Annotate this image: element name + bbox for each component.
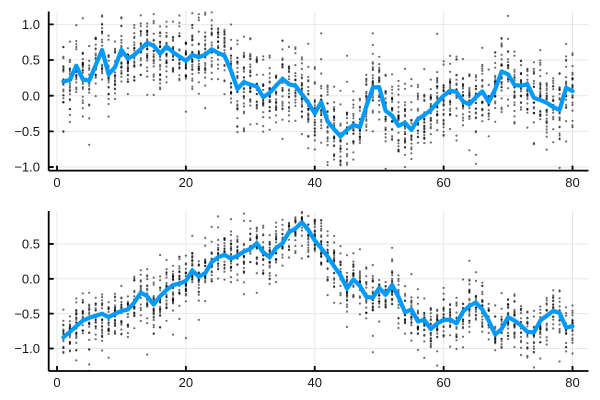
svg-text:−0.5: −0.5 <box>14 124 40 139</box>
svg-text:0: 0 <box>53 175 60 190</box>
svg-text:40: 40 <box>308 175 322 190</box>
svg-text:20: 20 <box>179 375 193 390</box>
svg-text:−1.0: −1.0 <box>14 160 40 175</box>
svg-text:0.0: 0.0 <box>22 271 40 286</box>
svg-text:−0.5: −0.5 <box>14 306 40 321</box>
svg-text:0.0: 0.0 <box>22 88 40 103</box>
svg-text:20: 20 <box>179 175 193 190</box>
svg-text:40: 40 <box>308 375 322 390</box>
svg-text:−1.0: −1.0 <box>14 341 40 356</box>
svg-text:0: 0 <box>53 375 60 390</box>
svg-text:0.5: 0.5 <box>22 53 40 68</box>
svg-text:80: 80 <box>565 375 579 390</box>
svg-text:60: 60 <box>436 175 450 190</box>
svg-text:80: 80 <box>565 175 579 190</box>
svg-text:60: 60 <box>436 375 450 390</box>
svg-text:0.5: 0.5 <box>22 237 40 252</box>
svg-text:1.0: 1.0 <box>22 17 40 32</box>
